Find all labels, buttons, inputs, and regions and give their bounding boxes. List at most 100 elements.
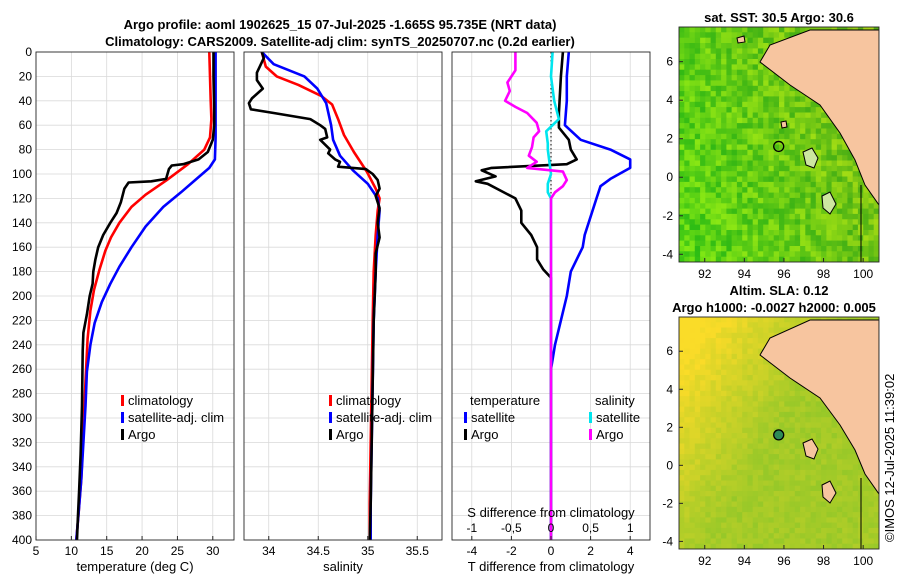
legend-swatch xyxy=(329,412,332,423)
y-tick-label: 200 xyxy=(12,289,32,303)
x2-tick-label: -0,5 xyxy=(501,521,522,535)
legend-swatch xyxy=(589,429,592,440)
title-line-2: Climatology: CARS2009. Satellite-adj cli… xyxy=(105,34,575,49)
map-x-tick-label: 94 xyxy=(738,267,752,281)
y-tick-label: 280 xyxy=(12,387,32,401)
y-tick-label: 380 xyxy=(12,509,32,523)
y-tick-label: 140 xyxy=(12,216,32,230)
legend-label: satellite xyxy=(471,410,515,425)
x2-tick-label: 0,5 xyxy=(582,521,599,535)
y-tick-label: 260 xyxy=(12,362,32,376)
sla-map-title: Altim. SLA: 0.12 xyxy=(730,283,829,298)
sla-map xyxy=(678,316,880,550)
y-tick-label: 320 xyxy=(12,435,32,449)
x2-tick-label: 1 xyxy=(627,521,634,535)
sla-map-axes: 92 94 96 98 100 -4 -2 0 2 4 6 xyxy=(662,344,873,568)
x-tick-label: 35.5 xyxy=(406,544,430,558)
sst-map-title: sat. SST: 30.5 Argo: 30.6 xyxy=(704,10,854,25)
legend-label: Argo xyxy=(471,427,498,442)
x-tick-label: -2 xyxy=(506,544,517,558)
map-x-tick-label: 96 xyxy=(777,267,791,281)
map-y-tick-label: 6 xyxy=(666,344,673,358)
series-line-argo xyxy=(247,52,381,540)
map-x-tick-label: 92 xyxy=(698,267,712,281)
legend-swatch xyxy=(121,412,124,423)
map-y-tick-label: 0 xyxy=(666,458,673,472)
y-tick-label: 40 xyxy=(19,94,33,108)
series-line-satellite-adj-clim xyxy=(75,52,217,540)
y-tick-label: 160 xyxy=(12,240,32,254)
island-nias-outline xyxy=(802,147,819,169)
x2-tick-label: 0 xyxy=(548,521,555,535)
x-tick-label: 25 xyxy=(171,544,185,558)
y-tick-label: 100 xyxy=(12,167,32,181)
legend-label: Argo xyxy=(596,427,623,442)
sst-map xyxy=(678,26,880,263)
legend-swatch xyxy=(589,412,592,423)
x2-tick-label: -1 xyxy=(466,521,477,535)
sst-map-axes: 92 94 96 98 100 -4 -2 0 2 4 6 xyxy=(662,55,873,281)
map-y-tick-label: 4 xyxy=(666,93,673,107)
y-tick-label: 80 xyxy=(19,143,33,157)
salinity-xlabel: salinity xyxy=(323,559,363,574)
island-nias-sla xyxy=(802,438,819,460)
legend-label: satellite-adj. clim xyxy=(336,410,432,425)
map-x-tick-label: 98 xyxy=(817,267,831,281)
title-line-1: Argo profile: aoml 1902625_15 07-Jul-202… xyxy=(124,17,557,32)
x-tick-label: 20 xyxy=(135,544,149,558)
legend-swatch xyxy=(464,412,467,423)
salinity-frame xyxy=(243,51,443,541)
legend-label: satellite-adj. clim xyxy=(128,410,224,425)
sla-map-subtitle: Argo h1000: -0.0027 h2000: 0.005 xyxy=(672,300,876,315)
difference-xlabel: T difference from climatology xyxy=(468,559,635,574)
x-tick-label: 34.5 xyxy=(307,544,331,558)
y-tick-label: 20 xyxy=(19,69,33,83)
legend-label: climatology xyxy=(336,393,402,408)
legend-swatch xyxy=(121,395,124,406)
legend-label: climatology xyxy=(128,393,194,408)
legend-title-temperature: temperature xyxy=(470,393,540,408)
map-x-tick-label: 92 xyxy=(698,554,712,568)
series-line-t-satellite xyxy=(549,52,632,540)
map-y-tick-label: -4 xyxy=(662,247,673,261)
map-y-tick-label: 4 xyxy=(666,382,673,396)
island-siberut-outline xyxy=(821,191,837,215)
salinity-grid xyxy=(244,51,442,541)
legend-swatch xyxy=(329,429,332,440)
legend-label: satellite xyxy=(596,410,640,425)
island-siberut-sla xyxy=(821,480,837,504)
y-tick-label: 300 xyxy=(12,411,32,425)
y-tick-label: 120 xyxy=(12,191,32,205)
map-y-tick-label: -2 xyxy=(662,209,673,223)
temperature-xlabel: temperature (deg C) xyxy=(76,559,193,574)
sumatra-land-sla xyxy=(759,319,879,495)
legend-label: Argo xyxy=(336,427,363,442)
y-tick-label: 340 xyxy=(12,460,32,474)
s-difference-label: S difference from climatology xyxy=(467,505,635,520)
map-x-tick-label: 100 xyxy=(853,267,873,281)
island-small-2 xyxy=(780,120,788,129)
x-tick-label: 35 xyxy=(361,544,375,558)
y-tick-label: 400 xyxy=(12,533,32,547)
series-line-argo xyxy=(75,52,216,540)
legend-label: Argo xyxy=(128,427,155,442)
y-tick-label: 360 xyxy=(12,484,32,498)
map-x-tick-label: 98 xyxy=(817,554,831,568)
x-tick-label: 5 xyxy=(33,544,40,558)
legend-swatch xyxy=(121,429,124,440)
sst-argo-marker xyxy=(773,140,785,153)
x-tick-label: 4 xyxy=(627,544,634,558)
temperature-grid xyxy=(35,51,234,541)
map-y-tick-label: 0 xyxy=(666,170,673,184)
x-tick-label: -4 xyxy=(466,544,477,558)
map-y-tick-label: 2 xyxy=(666,132,673,146)
difference-panel: -4 -2 0 2 4T difference from climatology S di… xyxy=(451,51,651,574)
map-x-tick-label: 100 xyxy=(853,554,873,568)
map-x-tick-label: 94 xyxy=(738,554,752,568)
map-y-tick-label: 6 xyxy=(666,55,673,69)
credit-text: ©IMOS 12-Jul-2025 11:39:02 xyxy=(882,374,897,542)
legend-swatch xyxy=(464,429,467,440)
x-tick-label: 30 xyxy=(206,544,220,558)
series-line-s-satellite xyxy=(544,52,561,540)
